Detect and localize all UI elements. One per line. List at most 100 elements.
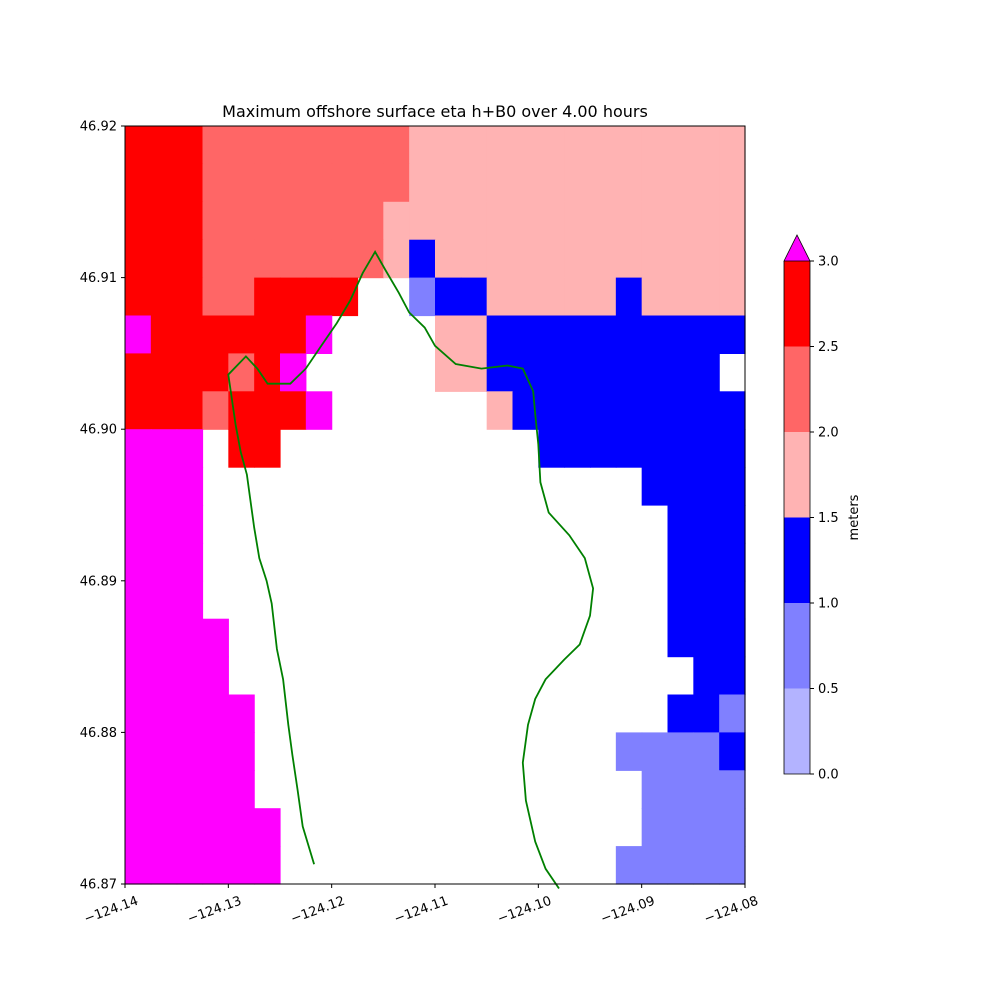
heatmap-cell xyxy=(667,846,694,885)
heatmap-cell xyxy=(202,770,229,809)
heatmap-cell xyxy=(564,429,591,468)
heatmap-cell xyxy=(125,694,152,733)
heatmap-cell xyxy=(667,808,694,847)
heatmap-cell xyxy=(125,618,152,658)
heatmap-cell xyxy=(435,277,462,317)
heatmap-cell xyxy=(538,126,565,165)
colorbar-label: meters xyxy=(847,494,862,540)
x-tick-label: −124.09 xyxy=(599,894,657,927)
heatmap-cell xyxy=(615,846,643,885)
heatmap-cell xyxy=(305,277,333,317)
x-tick-label: −124.14 xyxy=(82,894,140,927)
heatmap-cell xyxy=(357,126,384,165)
heatmap-cell xyxy=(460,277,488,317)
heatmap-cell xyxy=(641,163,669,203)
heatmap-cell xyxy=(383,163,410,203)
heatmap-cell xyxy=(254,429,281,468)
heatmap-cell xyxy=(176,315,204,354)
heatmap-cell xyxy=(641,429,669,468)
heatmap-cell xyxy=(615,201,643,241)
y-tick-label: 46.87 xyxy=(80,878,117,893)
heatmap-cell xyxy=(202,846,229,885)
heatmap-cell xyxy=(693,201,720,241)
heatmap-cell xyxy=(719,239,746,279)
heatmap-cell xyxy=(125,391,152,430)
heatmap-cell xyxy=(564,201,591,241)
heatmap-cell xyxy=(435,353,462,392)
heatmap-cell xyxy=(460,201,488,241)
heatmap-cell xyxy=(125,353,152,392)
colorbar-segment xyxy=(784,346,810,432)
heatmap-cell xyxy=(331,163,359,203)
heatmap-cell xyxy=(409,277,436,317)
heatmap-cell xyxy=(202,201,229,241)
shoreline-line xyxy=(227,249,595,890)
heatmap-cell xyxy=(254,201,281,241)
heatmap-cell xyxy=(254,315,281,354)
heatmap-cell xyxy=(719,163,746,203)
heatmap-cell xyxy=(176,618,204,658)
heatmap-cell xyxy=(564,239,591,279)
heatmap-cell xyxy=(176,126,204,165)
heatmap-cell xyxy=(435,315,462,354)
heatmap-cell xyxy=(280,126,307,165)
heatmap-cell xyxy=(202,808,229,847)
heatmap-cell xyxy=(150,277,178,317)
heatmap-cell xyxy=(615,126,643,165)
heatmap-cell xyxy=(202,391,229,430)
heatmap-cell xyxy=(150,505,178,544)
heatmap-cell xyxy=(719,391,746,430)
heatmap-cell xyxy=(590,429,617,468)
heatmap-cell xyxy=(202,656,229,696)
heatmap-cell xyxy=(667,126,694,165)
heatmap-cell xyxy=(512,126,539,165)
colorbar: 0.0 0.5 1.0 1.5 2.0 2.5 3.0 meters xyxy=(783,234,862,783)
heatmap-cell xyxy=(176,656,204,696)
heatmap-cell xyxy=(486,163,514,203)
heatmap-cell xyxy=(125,163,152,203)
heatmap-cell xyxy=(590,315,617,354)
heatmap-cell xyxy=(176,391,204,430)
heatmap-cell xyxy=(564,163,591,203)
heatmap-cell xyxy=(719,126,746,165)
heatmap-cell xyxy=(125,239,152,279)
heatmap-cell xyxy=(280,277,307,317)
heatmap-cell xyxy=(693,315,720,354)
heatmap-cell xyxy=(254,239,281,279)
heatmap-cell xyxy=(202,239,229,279)
heatmap-cell xyxy=(512,201,539,241)
heatmap-cell xyxy=(667,391,694,430)
heatmap-cell xyxy=(176,429,204,468)
heatmap-cell xyxy=(176,846,204,885)
heatmap-cell xyxy=(719,694,746,733)
heatmap-cell xyxy=(435,239,462,279)
y-tick-label: 46.88 xyxy=(80,726,117,741)
heatmap-cell xyxy=(719,277,746,317)
colorbar-tick-label: 2.5 xyxy=(818,340,839,355)
heatmap-cell xyxy=(667,770,694,809)
heatmap-cell xyxy=(202,353,229,392)
heatmap-cell xyxy=(693,277,720,317)
heatmap-cell xyxy=(435,201,462,241)
colorbar-tick-label: 0.5 xyxy=(818,682,839,697)
heatmap-cell xyxy=(693,694,720,733)
heatmap-cell xyxy=(512,277,539,317)
heatmap-cell xyxy=(176,163,204,203)
heatmap-cell xyxy=(125,315,152,354)
heatmap-cell xyxy=(125,846,152,885)
heatmap-cell xyxy=(693,163,720,203)
heatmap-cell xyxy=(176,239,204,279)
heatmap-cell xyxy=(150,770,178,809)
heatmap-cell xyxy=(460,353,488,392)
heatmap-cell xyxy=(228,201,255,241)
heatmap-cell xyxy=(280,315,307,354)
heatmap-cell xyxy=(228,239,255,279)
heatmap-cell xyxy=(615,239,643,279)
heatmap-cell xyxy=(176,808,204,847)
heatmap-cell xyxy=(486,239,514,279)
heatmap-cell xyxy=(486,315,514,354)
heatmap-cell xyxy=(641,808,669,847)
heatmap-cell xyxy=(280,163,307,203)
x-tick-label: −124.08 xyxy=(702,894,760,927)
heatmap-cell xyxy=(202,732,229,771)
